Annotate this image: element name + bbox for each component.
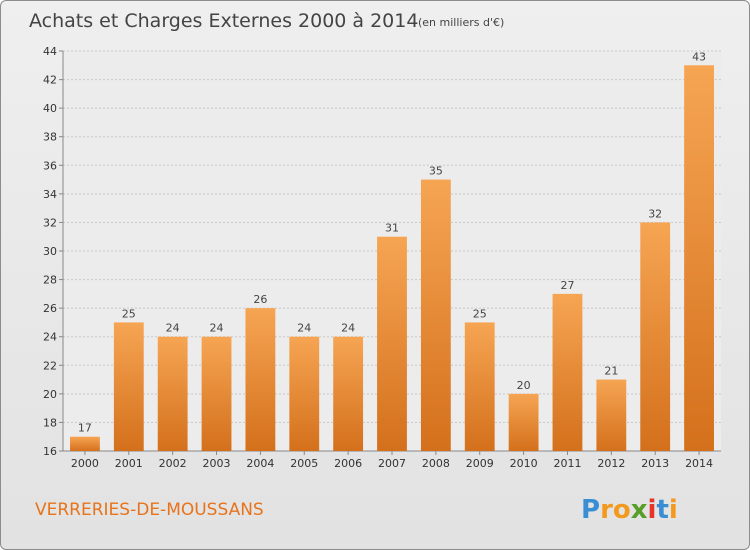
value-label-2013: 32	[648, 207, 662, 220]
bar-2003	[201, 336, 232, 451]
value-label-2009: 25	[473, 307, 487, 320]
value-label-2011: 27	[560, 279, 574, 292]
y-tick-label: 30	[43, 245, 57, 258]
x-tick-label-2006: 2006	[334, 457, 362, 470]
x-tick-label-2008: 2008	[422, 457, 450, 470]
y-tick-label: 36	[43, 159, 57, 172]
x-tick-label-2013: 2013	[641, 457, 669, 470]
x-tick-label-2000: 2000	[71, 457, 99, 470]
bar-2001	[113, 322, 144, 451]
y-tick-label: 26	[43, 302, 57, 315]
logo-letter: i	[669, 495, 678, 525]
value-label-2003: 24	[210, 322, 224, 335]
bar-2007	[377, 236, 407, 451]
proxiti-logo: Proxiti	[581, 495, 678, 525]
bar-2011	[552, 293, 583, 451]
y-tick-label: 32	[43, 216, 57, 229]
x-tick-label-2011: 2011	[553, 457, 581, 470]
commune-name: VERRERIES-DE-MOUSSANS	[35, 500, 264, 520]
y-tick-label: 22	[43, 359, 57, 372]
value-label-2012: 21	[604, 365, 618, 378]
value-label-2007: 31	[385, 222, 399, 235]
y-tick-label: 28	[43, 274, 57, 287]
value-label-2004: 26	[253, 293, 267, 306]
x-tick-label-2014: 2014	[685, 457, 713, 470]
bar-2008	[420, 179, 451, 452]
logo-letter: P	[581, 495, 600, 525]
x-tick-label-2001: 2001	[115, 457, 143, 470]
bar-2000	[70, 436, 100, 451]
y-tick-label: 44	[43, 45, 57, 58]
value-label-2005: 24	[297, 322, 311, 335]
bar-2010	[508, 393, 539, 451]
value-label-2014: 43	[692, 50, 706, 63]
y-tick-label: 18	[43, 416, 57, 429]
x-tick-label-2009: 2009	[466, 457, 494, 470]
value-label-2000: 17	[78, 422, 92, 435]
y-tick-label: 20	[43, 388, 57, 401]
x-tick-label-2005: 2005	[290, 457, 318, 470]
value-label-2002: 24	[166, 322, 180, 335]
bar-2009	[464, 322, 495, 451]
x-tick-label-2002: 2002	[159, 457, 187, 470]
logo-letter: o	[613, 495, 631, 525]
x-tick-label-2007: 2007	[378, 457, 406, 470]
bar-2006	[333, 336, 364, 451]
bar-layer	[70, 65, 714, 452]
x-tick-label-2012: 2012	[597, 457, 625, 470]
x-tick-label-2004: 2004	[246, 457, 274, 470]
logo-letter: r	[600, 495, 613, 525]
value-label-2001: 25	[122, 307, 136, 320]
logo-letter: t	[656, 495, 668, 525]
y-tick-label: 16	[43, 445, 57, 458]
bar-2002	[157, 336, 188, 451]
x-tick-label-2003: 2003	[203, 457, 231, 470]
chart-title: Achats et Charges Externes 2000 à 2014	[29, 10, 418, 32]
value-label-2006: 24	[341, 322, 355, 335]
bar-2014	[684, 65, 714, 452]
bar-2012	[596, 379, 627, 451]
bar-2013	[640, 222, 671, 451]
y-tick-label: 38	[43, 131, 57, 144]
x-tick-label-2010: 2010	[510, 457, 538, 470]
logo-letter: x	[631, 495, 648, 525]
label-layer: 17 25 24 24 26 24 24 31 35 25 20 27 21 32 43	[78, 50, 706, 434]
logo-letter: i	[648, 495, 657, 525]
value-label-2010: 20	[517, 379, 531, 392]
chart-unit: (en milliers d'€)	[418, 16, 504, 29]
bar-2005	[289, 336, 320, 451]
y-tick-label: 42	[43, 74, 57, 87]
y-tick-label: 24	[43, 331, 57, 344]
value-label-2008: 35	[429, 165, 443, 178]
bar-2004	[245, 308, 276, 451]
y-tick-label: 40	[43, 102, 57, 115]
y-tick-label: 34	[43, 188, 57, 201]
